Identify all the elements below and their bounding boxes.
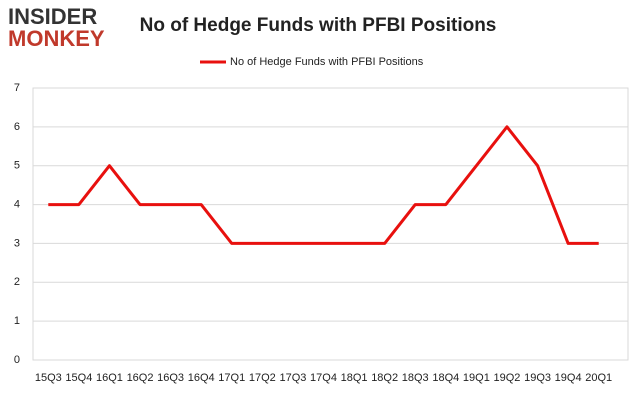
x-tick-label: 19Q2: [494, 372, 521, 384]
y-tick-label: 2: [14, 276, 20, 288]
data-line: [48, 125, 599, 245]
x-tick-label: 17Q4: [310, 372, 337, 384]
x-tick-label: 17Q3: [279, 372, 306, 384]
x-tick-label: 17Q2: [249, 372, 276, 384]
x-tick-label: 16Q3: [157, 372, 184, 384]
x-tick-label: 19Q1: [463, 372, 490, 384]
x-tick-label: 18Q1: [341, 372, 368, 384]
x-tick-label: 19Q4: [555, 372, 582, 384]
x-tick-label: 16Q1: [96, 372, 123, 384]
x-tick-label: 20Q1: [585, 372, 612, 384]
y-tick-label: 5: [14, 160, 20, 172]
x-tick-label: 18Q2: [371, 372, 398, 384]
x-tick-label: 18Q4: [432, 372, 459, 384]
x-tick-label: 17Q1: [218, 372, 245, 384]
logo-line2: MONKEY: [8, 26, 105, 51]
y-tick-label: 6: [14, 121, 20, 133]
x-tick-label: 15Q3: [35, 372, 62, 384]
chart-title: No of Hedge Funds with PFBI Positions: [140, 15, 497, 36]
y-tick-label: 3: [14, 237, 20, 249]
y-tick-label: 4: [14, 198, 20, 210]
y-tick-label: 7: [14, 82, 20, 94]
y-tick-label: 0: [14, 354, 20, 366]
plot-frame: [32, 87, 629, 361]
logo-line1: INSIDER: [8, 4, 97, 29]
x-tick-label: 16Q2: [127, 372, 154, 384]
y-tick-label: 1: [14, 315, 20, 327]
legend-label: No of Hedge Funds with PFBI Positions: [230, 56, 424, 68]
x-tick-label: 16Q4: [188, 372, 215, 384]
x-tick-label: 15Q4: [65, 372, 92, 384]
x-tick-label: 18Q3: [402, 372, 429, 384]
x-tick-label: 19Q3: [524, 372, 551, 384]
